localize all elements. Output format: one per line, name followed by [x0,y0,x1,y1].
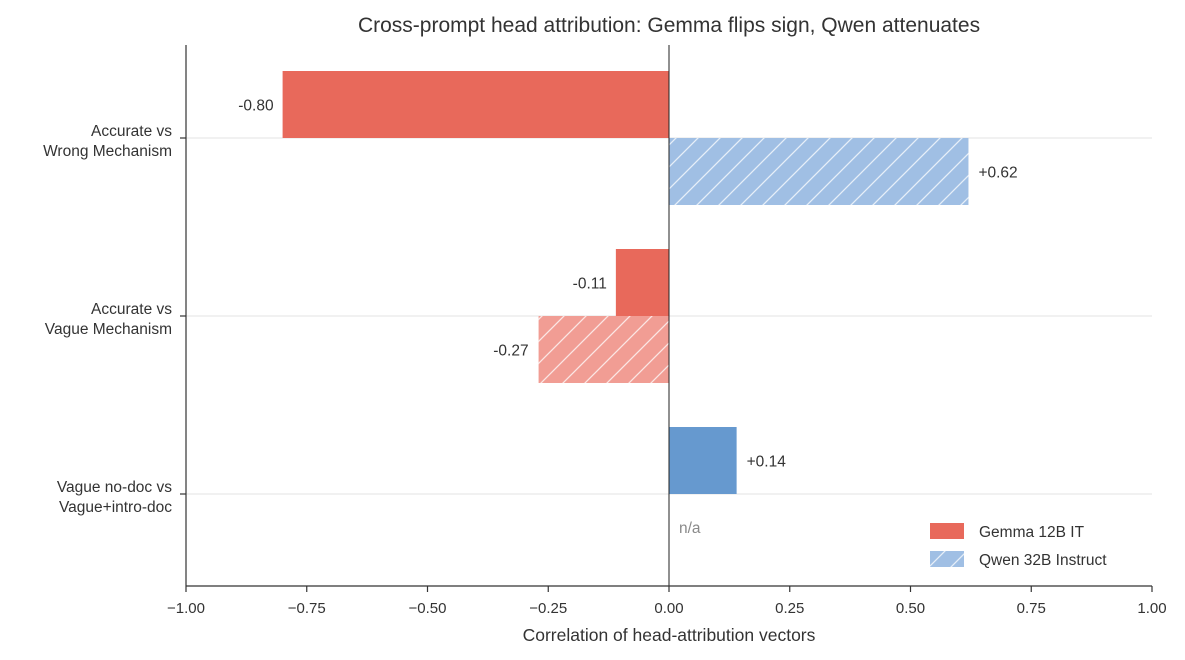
bars [282,71,969,494]
x-tick-label-5: 0.25 [775,600,804,617]
category-label-2: Vague no-doc vs Vague+intro-doc [57,479,172,516]
value-label-gemma-na: n/a [679,520,701,537]
value-label-qwen-0: +0.62 [978,165,1017,182]
x-axis-label: Correlation of head-attribution vectors [523,625,816,645]
value-labels: -0.80 +0.62 -0.11 -0.27 n/a +0.14 [238,98,1017,538]
x-tick-label-4: 0.00 [654,600,683,617]
x-tick-label-1: −0.75 [288,600,326,617]
value-label-qwen-2: +0.14 [747,454,787,471]
x-axis-ticks: −1.00 −0.75 −0.50 −0.25 0.00 0.25 0.50 0.75 1.00 [167,586,1167,617]
category-label-1: Accurate vs Vague Mechanism [45,301,172,338]
value-label-gemma-0: -0.80 [238,98,274,115]
bar-gemma-0 [282,71,669,138]
x-tick-label-3: −0.25 [529,600,567,617]
bar-qwen-hatch-1 [538,316,669,383]
x-tick-label-2: −0.50 [409,600,447,617]
bar-qwen-hatch-0 [669,138,969,205]
legend-swatch-gemma [930,523,964,539]
x-tick-label-7: 0.75 [1017,600,1046,617]
x-tick-label-8: 1.00 [1137,600,1166,617]
x-tick-label-6: 0.50 [896,600,925,617]
legend-swatch-qwen-hatch [930,551,964,567]
value-label-gemma-1: -0.11 [573,276,607,293]
category-label-0: Accurate vs Wrong Mechanism [43,123,172,160]
bar-hatching [538,138,969,383]
x-tick-label-0: −1.00 [167,600,205,617]
value-label-qwen-1: -0.27 [493,343,528,360]
y-axis-category-labels: Accurate vs Wrong Mechanism Accurate vs Vag… [43,123,186,516]
bar-gemma-1 [615,249,669,316]
legend-label-qwen: Qwen 32B Instruct [979,552,1107,569]
legend-label-gemma: Gemma 12B IT [979,524,1085,541]
legend: Gemma 12B IT Qwen 32B Instruct [930,523,1107,569]
bar-qwen-2 [669,427,737,494]
chart-title: Cross-prompt head attribution: Gemma fli… [358,14,980,37]
